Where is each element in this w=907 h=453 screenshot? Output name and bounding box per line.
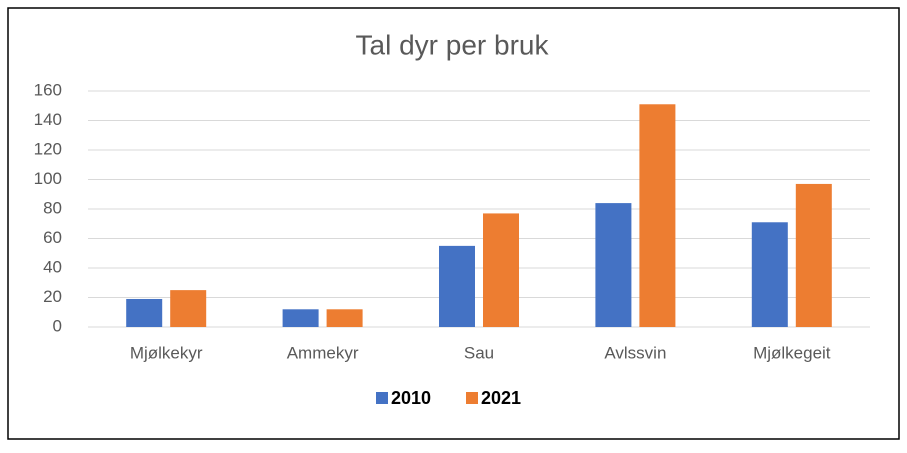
- y-tick-label: 40: [43, 257, 62, 276]
- bar: [483, 213, 519, 327]
- y-tick-label: 140: [34, 110, 62, 129]
- bar: [751, 222, 788, 327]
- bar: [795, 183, 832, 327]
- bar: [126, 298, 163, 327]
- x-tick-label: Sau: [464, 343, 494, 362]
- bar: [282, 309, 319, 327]
- y-tick-label: 80: [43, 198, 62, 217]
- bar: [639, 104, 676, 328]
- chart-title: Tal dyr per bruk: [356, 29, 550, 60]
- y-tick-label: 60: [43, 228, 62, 247]
- legend-label: 2010: [391, 388, 431, 408]
- bar: [595, 203, 632, 327]
- x-tick-label: Mjølkekyr: [130, 343, 203, 362]
- y-tick-label: 20: [43, 287, 62, 306]
- chart-frame: [7, 7, 900, 440]
- x-tick-label: Avlssvin: [604, 343, 666, 362]
- legend-swatch: [376, 392, 388, 404]
- bar: [326, 309, 363, 327]
- bar: [439, 245, 475, 327]
- y-tick-label: 120: [34, 139, 62, 158]
- x-tick-label: Ammekyr: [287, 343, 359, 362]
- x-tick-label: Mjølkegeit: [753, 343, 831, 362]
- legend-label: 2021: [481, 388, 521, 408]
- y-tick-label: 160: [34, 80, 62, 99]
- y-tick-label: 100: [34, 169, 62, 188]
- bar: [170, 290, 207, 327]
- legend-swatch: [466, 392, 478, 404]
- y-tick-label: 0: [53, 316, 62, 335]
